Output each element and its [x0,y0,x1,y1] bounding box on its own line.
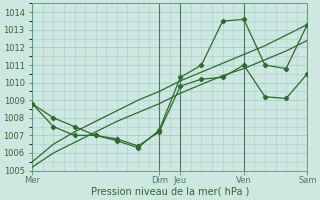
X-axis label: Pression niveau de la mer( hPa ): Pression niveau de la mer( hPa ) [91,187,249,197]
